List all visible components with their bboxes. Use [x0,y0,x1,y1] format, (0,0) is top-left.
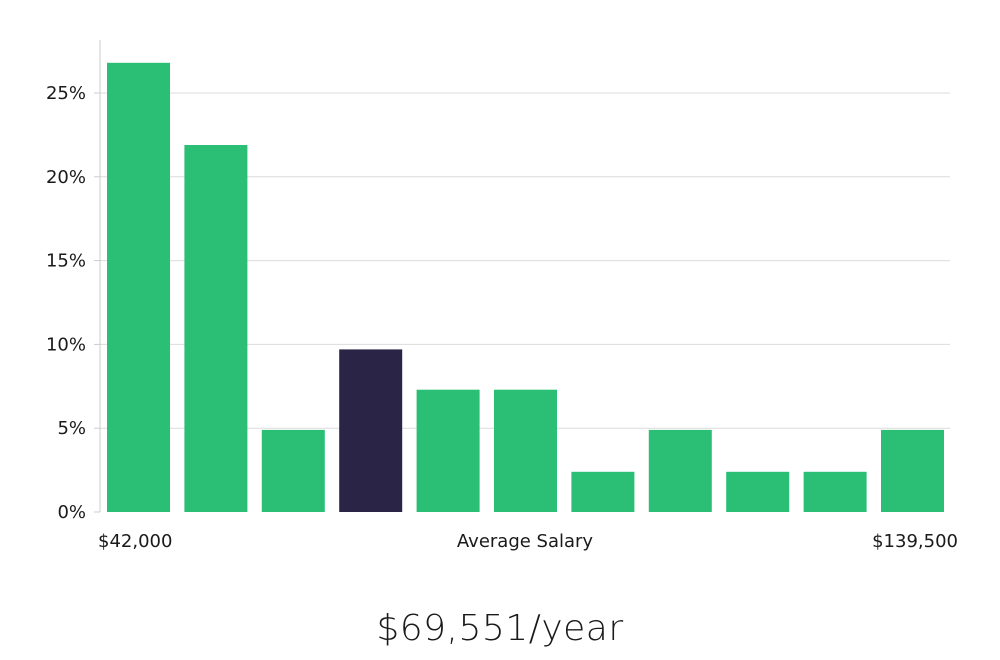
x-axis-title: Average Salary [457,531,594,552]
bar [494,389,557,512]
bars [107,62,944,513]
y-tick-label: 20% [46,167,86,188]
bar-highlighted [339,349,403,512]
bar [416,389,480,512]
y-tick-label: 10% [46,334,86,355]
x-min-label: $42,000 [98,531,172,552]
bar [107,62,170,513]
bar [261,429,325,512]
y-tick-label: 15% [46,251,86,272]
x-max-label: $139,500 [872,531,958,552]
bar [881,429,944,512]
bar [571,471,635,512]
salary-histogram: 0%5%10%15%20%25% $42,000 Average Salary … [46,40,958,552]
bar [184,145,248,512]
y-tick-label: 5% [57,418,86,439]
average-salary-value: $69,551/year [376,608,624,649]
bar [803,471,867,512]
bar [648,429,712,512]
y-axis-ticks: 0% 5% 10% 15% 20% 25% [46,83,100,523]
y-tick-label: 25% [46,83,86,104]
bar [726,471,790,512]
y-tick-label: 0% [57,502,86,523]
